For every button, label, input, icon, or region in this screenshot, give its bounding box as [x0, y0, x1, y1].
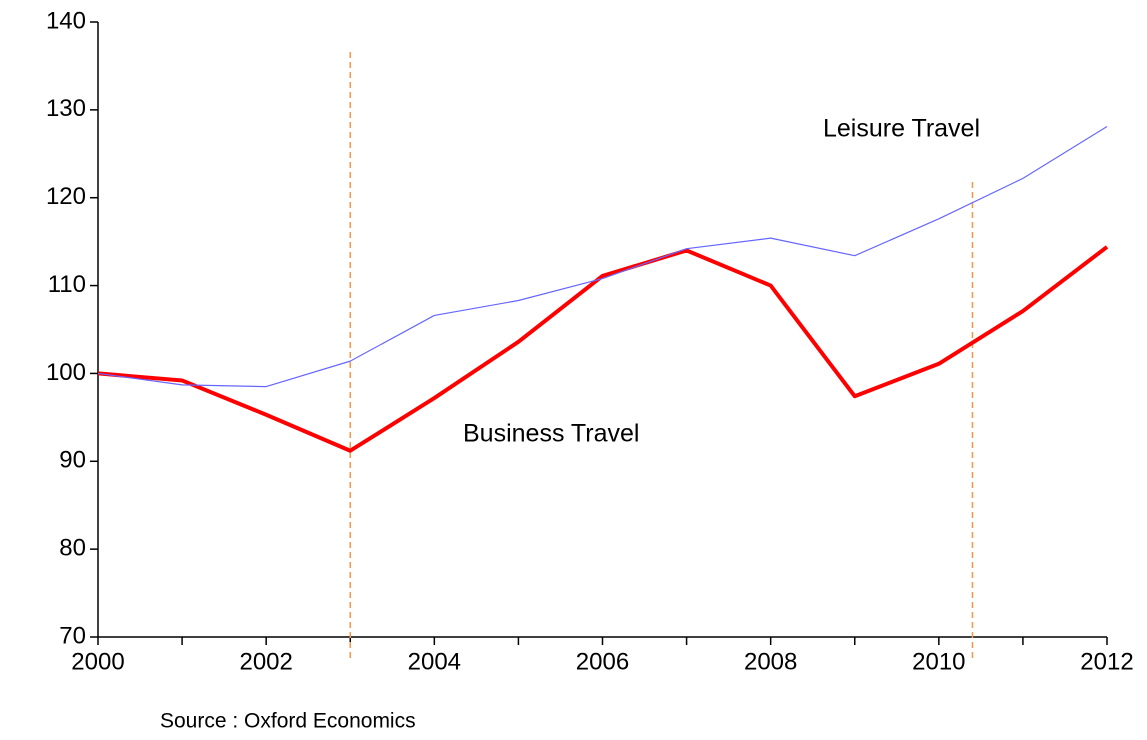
- series-line: [97, 245, 1109, 453]
- x-tick-label: 2002: [239, 648, 292, 675]
- y-tick-label: 90: [59, 447, 86, 474]
- x-tick-label: 2004: [408, 648, 461, 675]
- series-label: Business Travel: [463, 420, 639, 448]
- x-tick-label: 2000: [71, 648, 124, 675]
- x-tick-label: 2010: [912, 648, 965, 675]
- y-tick-label: 100: [46, 359, 86, 386]
- y-tick-label: 70: [59, 622, 86, 649]
- source-note: Source : Oxford Economics: [160, 710, 416, 733]
- series-line: [97, 126, 1108, 388]
- x-tick-label: 2012: [1080, 648, 1133, 675]
- y-tick-label: 140: [46, 7, 86, 34]
- series-label: Leisure Travel: [823, 115, 980, 143]
- y-tick-label: 80: [59, 534, 86, 561]
- y-tick-label: 110: [48, 271, 86, 298]
- x-tick-label: 2006: [576, 648, 629, 675]
- x-tick-label: 2008: [744, 648, 797, 675]
- y-tick-label: 120: [46, 183, 86, 210]
- y-tick-label: 130: [46, 95, 86, 122]
